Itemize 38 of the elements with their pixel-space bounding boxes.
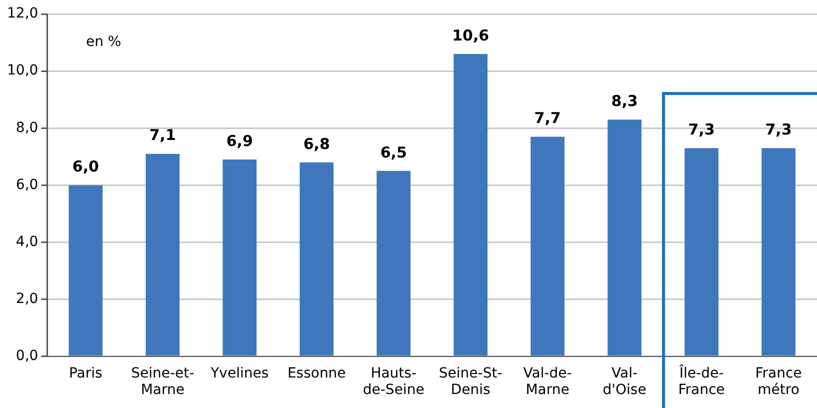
y-tick-label: 2,0 [16, 290, 38, 307]
bar [530, 136, 564, 356]
bar [376, 170, 411, 356]
bar [762, 148, 796, 356]
y-tick-label: 4,0 [16, 234, 38, 250]
data-label: 6,9 [226, 132, 253, 150]
x-tick-label: Val- d'Oise [602, 365, 646, 398]
x-tick-label: Essonne [287, 365, 346, 382]
data-label: 6,5 [380, 143, 407, 162]
bar [684, 148, 718, 356]
data-label: 7,3 [765, 120, 792, 138]
annotation: en % [86, 34, 122, 50]
x-tick-label: Yvelines [210, 365, 269, 382]
x-tick-label: Seine-et- Marne [131, 365, 194, 398]
x-tick-label: France métro [755, 365, 802, 398]
x-tick-label: Seine-St- Denis [438, 365, 502, 398]
data-label: 10,6 [452, 26, 490, 44]
bar [146, 154, 180, 356]
y-tick-label: 10,0 [7, 62, 38, 79]
y-tick-label: 0,0 [16, 348, 38, 364]
y-tick-label: 8,0 [16, 120, 38, 136]
y-tick-label: 6,0 [16, 176, 38, 193]
x-tick-label: Hauts- de-Seine [362, 365, 424, 398]
x-tick-label: Paris [68, 365, 102, 382]
x-tick-label: Val-de- Marne [523, 365, 572, 398]
bar [222, 160, 257, 356]
y-tick-label: 12,0 [7, 6, 38, 22]
x-tick-label: Île-de- France [678, 364, 725, 398]
bar [454, 54, 488, 356]
data-label: 6,0 [72, 158, 99, 176]
data-label: 6,8 [303, 134, 330, 153]
bar [68, 185, 103, 356]
bar [300, 162, 334, 356]
data-label: 7,7 [534, 109, 561, 128]
data-label: 8,3 [611, 92, 638, 110]
data-label: 7,3 [688, 120, 715, 138]
bar [608, 120, 642, 356]
data-label: 7,1 [149, 126, 176, 144]
